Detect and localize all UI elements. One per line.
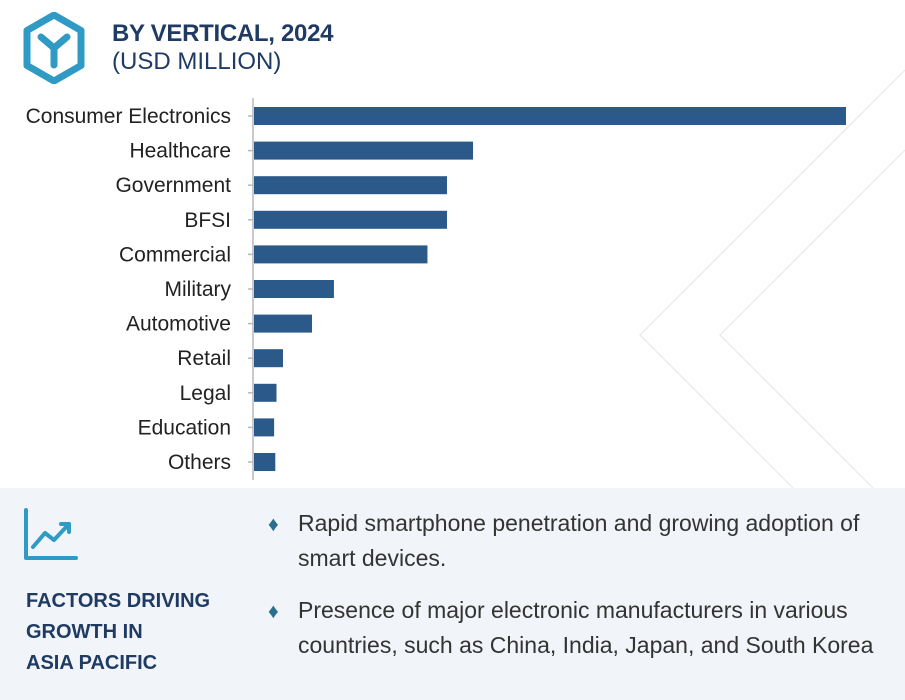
factor-text: Rapid smartphone penetration and growing… [298, 510, 860, 571]
category-label: Legal [180, 382, 231, 405]
chart-subtitle: (USD MILLION) [112, 48, 282, 75]
bar [254, 280, 334, 298]
category-label: Government [115, 174, 231, 197]
factors-panel: FACTORS DRIVING GROWTH IN ASIA PACIFIC ♦… [0, 488, 905, 700]
factors-list: ♦ Rapid smartphone penetration and growi… [268, 506, 888, 663]
category-label: Others [168, 451, 231, 474]
bar [254, 314, 313, 333]
line-chart-trend-icon [24, 508, 78, 560]
category-label: Commercial [119, 243, 231, 266]
bar-chart: Consumer Electronics Healthcare Government… [26, 98, 846, 480]
factor-item: ♦ Rapid smartphone penetration and growi… [268, 506, 888, 576]
diamond-bullet-icon: ♦ [268, 600, 279, 623]
bar [254, 210, 447, 229]
bar [254, 176, 447, 195]
category-label: Retail [177, 347, 231, 370]
category-label: Healthcare [129, 140, 231, 163]
bar [254, 245, 428, 264]
chart-title: BY VERTICAL, 2024 [112, 20, 334, 47]
category-label: Military [165, 278, 232, 301]
category-label: BFSI [184, 209, 231, 232]
factors-heading-line: ASIA PACIFIC [26, 652, 158, 674]
diamond-bullet-icon: ♦ [268, 513, 279, 536]
bar [254, 107, 846, 125]
bar [254, 383, 277, 402]
bar [254, 141, 474, 160]
cube-logo-icon [23, 12, 85, 84]
bar [254, 349, 284, 368]
category-label: Education [138, 416, 231, 439]
bar [254, 418, 275, 437]
category-label: Automotive [126, 313, 231, 336]
factor-item: ♦ Presence of major electronic manufactu… [268, 593, 888, 663]
factors-heading-line: GROWTH IN [26, 621, 143, 643]
category-label: Consumer Electronics [26, 105, 231, 128]
factors-heading: FACTORS DRIVING GROWTH IN ASIA PACIFIC [26, 586, 246, 679]
factor-text: Presence of major electronic manufacture… [298, 597, 874, 658]
factors-heading-line: FACTORS DRIVING [26, 590, 211, 612]
bar [254, 453, 276, 471]
